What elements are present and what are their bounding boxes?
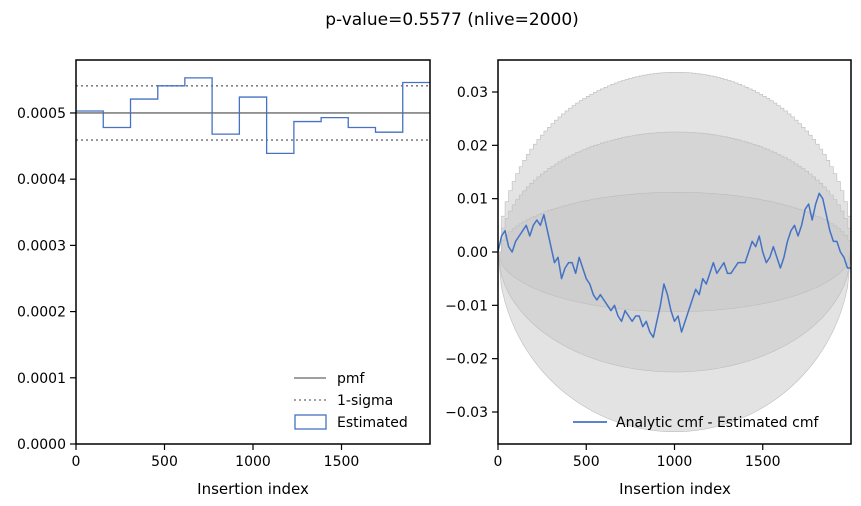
y-tick-label: 0.0000: [17, 437, 66, 453]
y-tick-label: 0.0004: [17, 172, 66, 188]
legend-pmf-label: pmf: [337, 371, 366, 387]
y-tick-label: 0.01: [457, 192, 488, 208]
left-plot-area: [76, 77, 430, 155]
y-tick-label: −0.03: [445, 405, 488, 421]
figure-title: p-value=0.5577 (nlive=2000): [325, 10, 579, 30]
x-tick-label: 0: [72, 454, 81, 470]
y-tick-label: 0.0005: [17, 106, 66, 122]
legend-sigma-label: 1-sigma: [337, 393, 393, 409]
right-plot-area: [498, 71, 851, 433]
x-tick-label: 1500: [324, 454, 360, 470]
left-panel: 0 500 1000 1500 0.00000.00010.00020.00030.0…: [17, 59, 431, 498]
y-tick-label: 0.0003: [17, 238, 66, 254]
right-panel: 0 500 1000 1500 −0.03 −0.02 −0.01 0.00 0.01 0.02…: [445, 59, 852, 498]
y-tick-label: 0.02: [457, 138, 488, 154]
x-tick-label: 1500: [745, 454, 781, 470]
left-axes-frame: [75, 59, 431, 445]
cmf-difference-line: [498, 192, 851, 339]
estimated-histogram: [76, 77, 430, 155]
x-tick-label: 1000: [235, 454, 271, 470]
left-y-axis: 0.0000 0.0001 0.0002 0.0003 0.0004 0.0005: [17, 106, 76, 453]
y-tick-label: 0.03: [457, 85, 488, 101]
right-x-axis: 0 500 1000 1500: [494, 444, 781, 470]
y-tick-label: −0.01: [445, 298, 488, 314]
y-tick-label: 0.0002: [17, 305, 66, 321]
x-tick-label: 500: [573, 454, 600, 470]
x-tick-label: 1000: [657, 454, 693, 470]
x-tick-label: 0: [494, 454, 503, 470]
left-x-axis-label: Insertion index: [197, 480, 309, 498]
legend-estimated-swatch: [294, 414, 327, 430]
right-x-axis-label: Insertion index: [619, 480, 731, 498]
right-legend: Analytic cmf - Estimated cmf: [573, 415, 819, 431]
left-x-axis: 0 500 1000 1500: [72, 444, 360, 470]
sigma-band: [498, 191, 851, 313]
legend-cmf-diff-label: Analytic cmf - Estimated cmf: [616, 415, 819, 431]
y-tick-label: 0.00: [457, 245, 488, 261]
right-y-axis: −0.03 −0.02 −0.01 0.00 0.01 0.02 0.03: [445, 85, 498, 421]
y-tick-label: −0.02: [445, 352, 488, 368]
x-tick-label: 500: [151, 454, 178, 470]
legend-estimated-label: Estimated: [337, 415, 408, 431]
left-legend: pmf 1-sigma Estimated: [294, 371, 408, 431]
y-tick-label: 0.0001: [17, 371, 66, 387]
